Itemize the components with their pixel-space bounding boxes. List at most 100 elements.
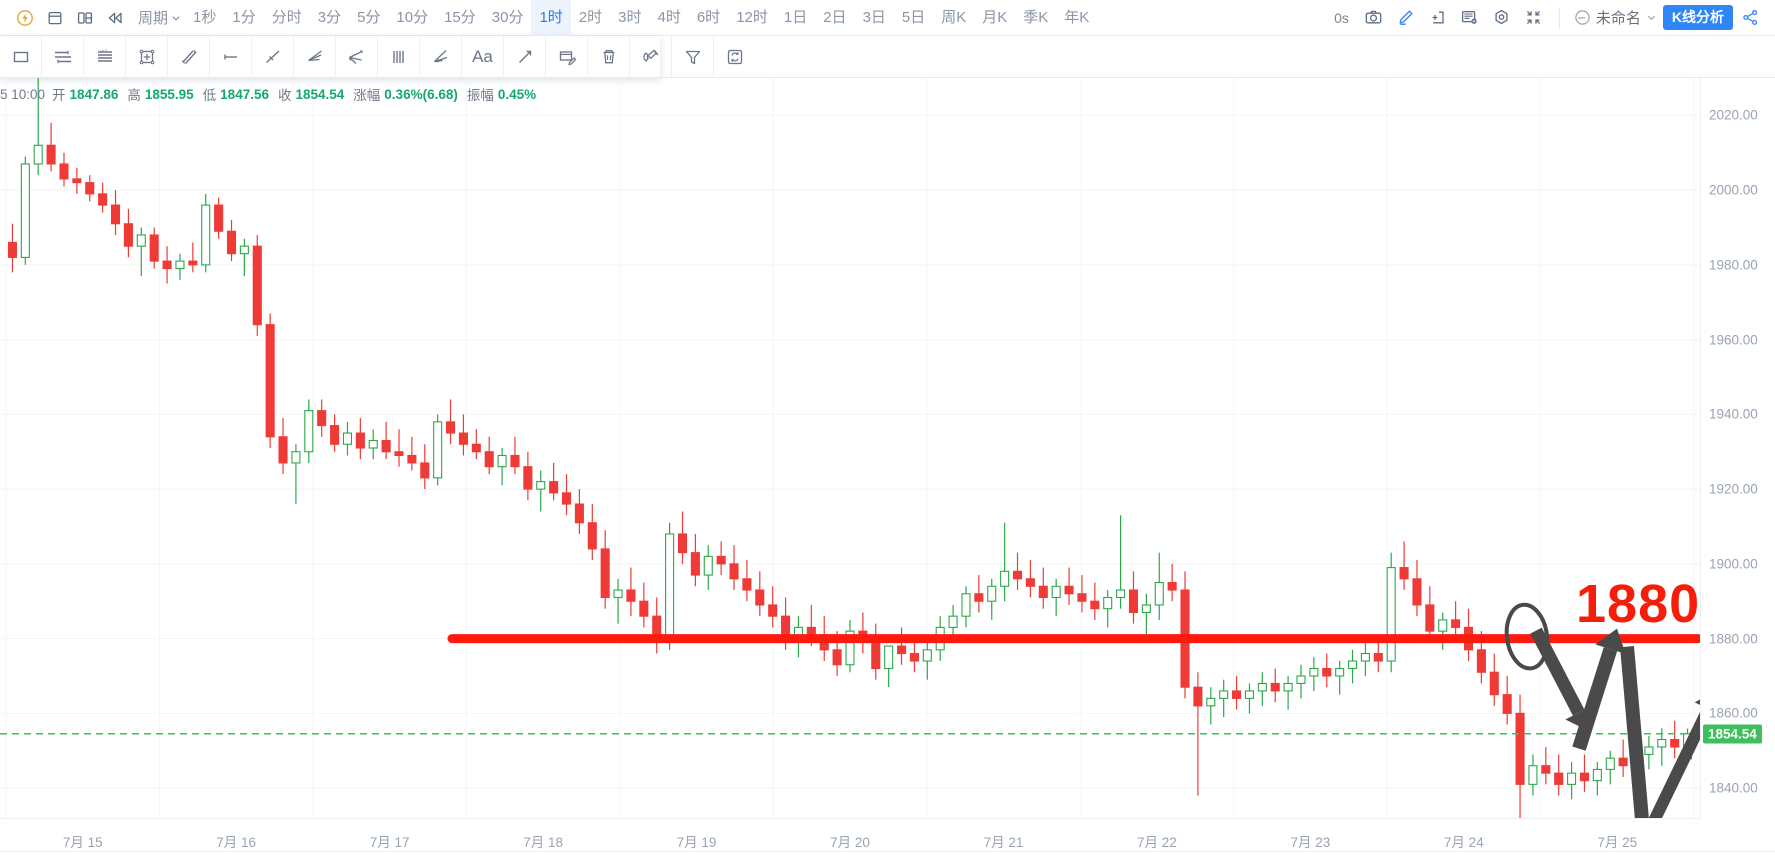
- candle-body: [59, 163, 69, 180]
- quote-bar: 5 10:00 开 1847.86 高 1855.95 低 1847.56 收 1854.54…: [0, 85, 545, 104]
- cloud-icon: [1575, 10, 1590, 25]
- candle-body: [1373, 653, 1383, 662]
- candle-body: [1554, 772, 1564, 785]
- timeframe-1分[interactable]: 1分: [232, 9, 256, 26]
- candle-body: [394, 451, 404, 457]
- quote-key: 涨幅: [353, 88, 381, 103]
- vertical-lines-tool[interactable]: [378, 35, 420, 78]
- crop-icon[interactable]: [1423, 3, 1453, 33]
- chart-canvas[interactable]: ← 2031.28 1880 1829 →: [0, 78, 1700, 818]
- toolbar-divider: [1558, 7, 1560, 28]
- settings-hex-icon[interactable]: [1487, 3, 1517, 33]
- timeframe-3分[interactable]: 3分: [317, 9, 342, 26]
- period-dropdown[interactable]: 周期: [138, 7, 181, 28]
- quote-value: 1847.86: [69, 86, 119, 102]
- candle-body: [1244, 690, 1254, 699]
- selection-box-tool[interactable]: [126, 35, 168, 78]
- fullscreen-exit-icon[interactable]: [1519, 3, 1549, 33]
- timeframe-年K[interactable]: 年K: [1064, 9, 1090, 26]
- candle-body: [1257, 682, 1267, 692]
- time-axis[interactable]: 7月 15 7月 16 7月 17 7月 18 7月 19 7月 20 7月 21 7月 22…: [0, 818, 1700, 858]
- timeframe-5分[interactable]: 5分: [357, 9, 381, 26]
- layout-icon[interactable]: [70, 3, 100, 33]
- candle-body: [1038, 585, 1048, 599]
- timeframe-15分[interactable]: 15分: [444, 9, 476, 26]
- price-tick: 1840.00: [1709, 780, 1758, 796]
- candle-body: [1541, 765, 1551, 774]
- candle-body: [291, 451, 301, 464]
- pitchfork-tool[interactable]: [336, 35, 378, 78]
- candle-body: [574, 503, 584, 524]
- timeframe-12时[interactable]: 12时: [736, 9, 768, 26]
- axis-bottom-border: [0, 851, 1775, 852]
- trash-icon[interactable]: [588, 35, 630, 78]
- timeframe-2时[interactable]: 2时: [578, 9, 603, 26]
- arrow-line-tool[interactable]: [504, 35, 546, 78]
- pencil-icon[interactable]: [1391, 3, 1421, 33]
- candle-body: [1528, 765, 1538, 785]
- candle-body: [1451, 619, 1461, 628]
- candle-body: [1309, 667, 1319, 677]
- candle-body: [665, 533, 675, 643]
- timeframe-5日[interactable]: 5日: [901, 9, 926, 26]
- timeframe-1日[interactable]: 1日: [783, 9, 808, 26]
- timeframe-4时[interactable]: 4时: [657, 9, 681, 26]
- power-icon[interactable]: [10, 3, 40, 33]
- layout-name-label: 未命名: [1595, 10, 1641, 27]
- fibonacci-retracement-tool[interactable]: [84, 35, 126, 78]
- share-icon[interactable]: [1735, 3, 1765, 33]
- timeframe-1秒[interactable]: 1秒: [193, 9, 217, 26]
- trend-arrow: [1620, 646, 1649, 818]
- timeframe-6时[interactable]: 6时: [696, 9, 721, 26]
- date-tick: 7月 23: [1290, 835, 1331, 850]
- timeframe-月K[interactable]: 月K: [982, 9, 1008, 26]
- price-axis[interactable]: 2020.00 2000.00 1980.00 1960.00 1940.00 1920.…: [1700, 78, 1775, 818]
- timeframe-3日[interactable]: 3日: [862, 9, 886, 26]
- timeframe-10分[interactable]: 10分: [396, 9, 429, 26]
- cross-line-tool[interactable]: [252, 35, 294, 78]
- sync-icon[interactable]: [714, 36, 756, 78]
- timeframe-30分[interactable]: 30分: [491, 9, 524, 26]
- quote-time: 5 10:00: [0, 86, 46, 102]
- candle-body: [549, 481, 559, 494]
- candle-body: [1090, 600, 1100, 610]
- timeframe-1时[interactable]: 1时: [531, 0, 571, 36]
- magnet-icon[interactable]: [630, 35, 672, 78]
- candle-body: [1386, 567, 1396, 662]
- layout-name-dropdown[interactable]: 未命名: [1570, 7, 1661, 28]
- quote-value: 1847.56: [220, 86, 269, 102]
- candle-body: [1567, 772, 1577, 785]
- candle-body: [987, 585, 997, 602]
- indicator-icon[interactable]: [1455, 3, 1485, 33]
- kline-analysis-button[interactable]: K线分析: [1662, 4, 1733, 31]
- note-tool[interactable]: [546, 35, 588, 78]
- candle-body: [510, 454, 520, 468]
- timeframe-季K[interactable]: 季K: [1023, 9, 1049, 26]
- candle-body: [755, 589, 765, 606]
- text-tool[interactable]: Aa: [462, 35, 504, 78]
- candle-body: [149, 234, 159, 262]
- timeframe-周K[interactable]: 周K: [941, 9, 967, 26]
- fan-lines-tool[interactable]: [294, 35, 336, 78]
- filter-icon[interactable]: [672, 35, 714, 78]
- camera-icon[interactable]: [1359, 3, 1389, 33]
- candle-body: [433, 421, 443, 479]
- gann-fan-tool[interactable]: [420, 35, 462, 78]
- timeframe-2日[interactable]: 2日: [823, 9, 847, 26]
- timeframe-分时[interactable]: 分时: [271, 9, 302, 26]
- calendar-icon[interactable]: [40, 3, 70, 33]
- timeframe-3时[interactable]: 3时: [618, 9, 642, 26]
- rewind-icon[interactable]: [100, 3, 130, 33]
- horizontal-segment-tool[interactable]: [210, 35, 252, 78]
- parallel-lines-tool[interactable]: [168, 35, 210, 78]
- candle-body: [1219, 690, 1229, 699]
- rectangle-tool[interactable]: [0, 35, 42, 78]
- quote-value: 1855.95: [144, 86, 194, 102]
- candle-body: [845, 630, 855, 666]
- parallel-channel-tool[interactable]: [42, 35, 84, 78]
- refresh-interval[interactable]: 0s: [1334, 9, 1349, 26]
- candle-body: [832, 649, 842, 666]
- candle-body: [1618, 757, 1628, 767]
- candle-body: [330, 425, 340, 445]
- candle-body: [1000, 570, 1010, 587]
